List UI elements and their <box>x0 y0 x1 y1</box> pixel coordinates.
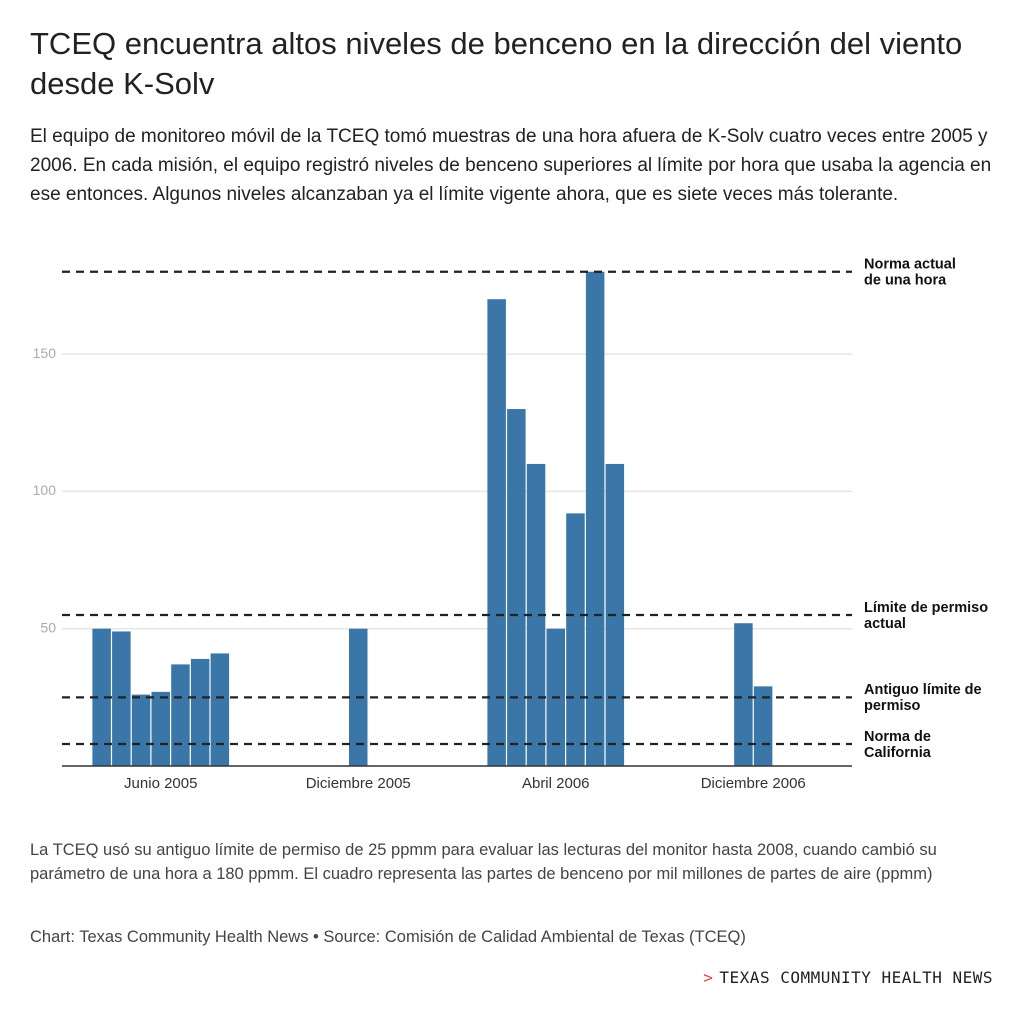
chart-title: TCEQ encuentra altos niveles de benceno … <box>30 26 963 101</box>
x-tick-label: Diciembre 2006 <box>701 775 806 792</box>
bar <box>566 513 585 766</box>
reference-label: actual <box>864 616 906 632</box>
x-tick-label: Abril 2006 <box>522 775 590 792</box>
brand-mark: > <box>703 968 714 987</box>
reference-label: Norma de <box>864 729 931 745</box>
bar <box>92 628 111 766</box>
y-tick-label: 150 <box>33 345 57 361</box>
chart-note: La TCEQ usó su antiguo límite de permiso… <box>30 841 937 883</box>
bar <box>507 409 526 766</box>
bar <box>734 623 753 766</box>
reference-label: Norma actual <box>864 257 956 273</box>
y-tick-label: 50 <box>40 619 56 635</box>
x-tick-label: Diciembre 2005 <box>306 775 411 792</box>
y-tick-label: 100 <box>33 482 57 498</box>
bar <box>585 271 605 766</box>
bar <box>171 664 190 766</box>
bar <box>487 299 506 766</box>
reference-label: de una hora <box>864 273 947 289</box>
brand-name: TEXAS COMMUNITY HEALTH NEWS <box>719 968 993 987</box>
reference-label: Límite de permiso <box>864 600 988 616</box>
reference-label: permiso <box>864 698 921 714</box>
bar <box>753 686 773 766</box>
bar <box>526 463 546 766</box>
chart-subtitle: El equipo de monitoreo móvil de la TCEQ … <box>30 126 992 205</box>
reference-label: Antiguo límite de <box>864 682 982 698</box>
x-tick-label: Junio 2005 <box>124 775 197 792</box>
brand: > TEXAS COMMUNITY HEALTH NEWS <box>703 968 993 987</box>
bar <box>151 691 170 766</box>
bar <box>190 658 210 766</box>
chart-credit: Chart: Texas Community Health News • Sou… <box>30 928 746 946</box>
reference-label: California <box>864 745 932 761</box>
bar <box>210 653 230 766</box>
bar <box>131 694 151 766</box>
bar <box>112 631 131 766</box>
